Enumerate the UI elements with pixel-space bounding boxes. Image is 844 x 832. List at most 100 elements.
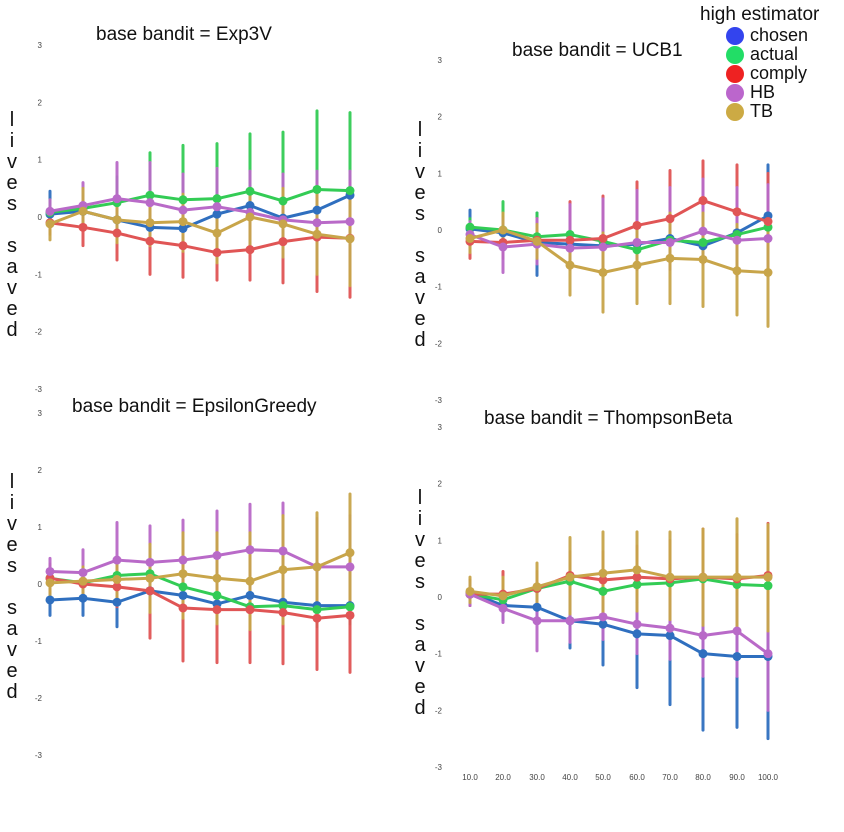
data-point-tb-ucb1 xyxy=(565,260,575,270)
data-point-hb-ucb1 xyxy=(698,226,708,236)
x-tick-label-thompsonbeta: 10.0 xyxy=(462,773,478,782)
data-point-chosen-exp3v xyxy=(312,205,322,215)
data-point-actual-exp3v xyxy=(345,186,355,196)
data-point-tb-thompsonbeta xyxy=(465,586,475,596)
data-point-tb-ucb1 xyxy=(465,234,475,243)
legend-item-comply: comply xyxy=(726,63,844,83)
data-point-chosen-epsilongreedy xyxy=(45,595,55,605)
x-tick-label-thompsonbeta: 20.0 xyxy=(495,773,511,782)
y-tick-label-thompsonbeta: -1 xyxy=(435,650,443,659)
legend-label-hb: HB xyxy=(750,82,776,102)
data-point-tb-exp3v xyxy=(145,218,155,228)
data-point-comply-ucb1 xyxy=(698,196,708,206)
data-point-hb-ucb1 xyxy=(598,242,608,252)
y-tick-label-epsilongreedy: -1 xyxy=(35,637,43,646)
data-point-hb-exp3v xyxy=(112,194,122,204)
legend-marker-actual xyxy=(726,46,744,64)
legend-marker-comply xyxy=(726,65,744,83)
data-point-tb-exp3v xyxy=(278,219,288,229)
legend: high estimator chosen actual comply HB T… xyxy=(700,4,844,121)
series-line-tb-thompsonbeta xyxy=(469,568,768,598)
data-point-tb-exp3v xyxy=(345,234,355,244)
data-point-hb-ucb1 xyxy=(498,242,508,252)
data-point-comply-ucb1 xyxy=(665,214,675,224)
data-point-chosen-exp3v xyxy=(178,223,188,233)
series-line-actual-exp3v xyxy=(49,187,351,214)
series-line-chosen-thompsonbeta xyxy=(469,591,768,658)
data-point-chosen-exp3v xyxy=(245,201,255,211)
y-tick-label-thompsonbeta: -2 xyxy=(435,706,443,715)
data-point-comply-exp3v xyxy=(178,241,188,251)
data-point-actual-epsilongreedy xyxy=(278,601,288,611)
y-tick-label-thompsonbeta: 3 xyxy=(438,423,443,432)
data-point-chosen-thompsonbeta xyxy=(598,619,608,629)
data-point-hb-ucb1 xyxy=(763,234,773,243)
data-point-tb-ucb1 xyxy=(532,236,542,246)
data-point-hb-thompsonbeta xyxy=(565,616,575,626)
data-point-tb-ucb1 xyxy=(498,225,508,235)
data-point-chosen-epsilongreedy xyxy=(112,597,122,607)
data-point-tb-thompsonbeta xyxy=(532,582,542,592)
y-tick-label-epsilongreedy: 2 xyxy=(38,466,43,475)
legend-marker-chosen xyxy=(726,27,744,45)
data-point-tb-epsilongreedy xyxy=(78,576,88,586)
y-tick-label-exp3v: -3 xyxy=(35,385,43,394)
data-point-hb-epsilongreedy xyxy=(45,566,55,576)
data-point-hb-epsilongreedy xyxy=(145,557,155,567)
data-point-hb-epsilongreedy xyxy=(278,546,288,556)
y-axis-label-epsilongreedy: l i v e s s a v e d xyxy=(6,471,18,703)
x-tick-label-thompsonbeta: 90.0 xyxy=(729,773,745,782)
legend-item-chosen: chosen xyxy=(726,25,844,45)
data-point-comply-ucb1 xyxy=(632,220,642,230)
data-point-tb-exp3v xyxy=(112,215,122,225)
x-tick-label-thompsonbeta: 70.0 xyxy=(662,773,678,782)
data-point-comply-ucb1 xyxy=(598,234,608,243)
y-tick-label-epsilongreedy: 0 xyxy=(38,580,43,589)
data-point-hb-exp3v xyxy=(45,206,55,216)
x-tick-label-thompsonbeta: 40.0 xyxy=(562,773,578,782)
y-axis-label-exp3v: l i v e s s a v e d xyxy=(6,109,18,341)
data-point-tb-exp3v xyxy=(245,212,255,222)
x-tick-label-thompsonbeta: 50.0 xyxy=(595,773,611,782)
data-point-actual-exp3v xyxy=(178,195,188,205)
data-point-comply-epsilongreedy xyxy=(278,608,288,617)
y-tick-label-epsilongreedy: 1 xyxy=(38,523,43,532)
data-point-actual-ucb1 xyxy=(698,237,708,247)
data-point-hb-ucb1 xyxy=(565,243,575,253)
data-point-actual-exp3v xyxy=(312,184,322,194)
data-point-actual-epsilongreedy xyxy=(312,605,322,615)
data-point-hb-thompsonbeta xyxy=(665,623,675,633)
y-tick-label-thompsonbeta: -3 xyxy=(435,763,443,772)
data-point-actual-thompsonbeta xyxy=(763,581,773,591)
y-tick-label-exp3v: -1 xyxy=(35,270,43,279)
data-point-tb-thompsonbeta xyxy=(565,572,575,582)
data-point-hb-ucb1 xyxy=(732,235,742,245)
data-point-chosen-exp3v xyxy=(212,209,222,219)
legend-title: high estimator xyxy=(700,4,820,25)
data-point-actual-exp3v xyxy=(212,194,222,204)
data-point-comply-exp3v xyxy=(78,222,88,232)
series-line-tb-ucb1 xyxy=(469,228,769,274)
data-point-hb-thompsonbeta xyxy=(698,631,708,641)
legend-label-chosen: chosen xyxy=(750,25,809,45)
data-point-comply-epsilongreedy xyxy=(145,586,155,596)
data-point-comply-ucb1 xyxy=(763,217,773,226)
data-point-tb-epsilongreedy xyxy=(278,565,288,575)
series-line-comply-ucb1 xyxy=(469,199,769,244)
data-point-hb-epsilongreedy xyxy=(178,555,188,565)
series-line-tb-exp3v xyxy=(49,209,351,241)
data-point-actual-exp3v xyxy=(245,186,255,196)
data-point-tb-exp3v xyxy=(312,229,322,239)
series-line-comply-epsilongreedy xyxy=(49,576,351,620)
y-tick-label-exp3v: -2 xyxy=(35,328,43,337)
data-point-tb-epsilongreedy xyxy=(312,562,322,572)
data-point-actual-epsilongreedy xyxy=(178,582,188,592)
data-point-tb-ucb1 xyxy=(665,253,675,263)
data-point-comply-thompsonbeta xyxy=(598,575,608,585)
data-point-tb-exp3v xyxy=(45,219,55,229)
y-tick-label-exp3v: 1 xyxy=(38,156,43,165)
y-tick-label-ucb1: -3 xyxy=(435,396,443,405)
x-tick-label-thompsonbeta: 100.0 xyxy=(758,773,779,782)
data-point-hb-thompsonbeta xyxy=(732,626,742,636)
